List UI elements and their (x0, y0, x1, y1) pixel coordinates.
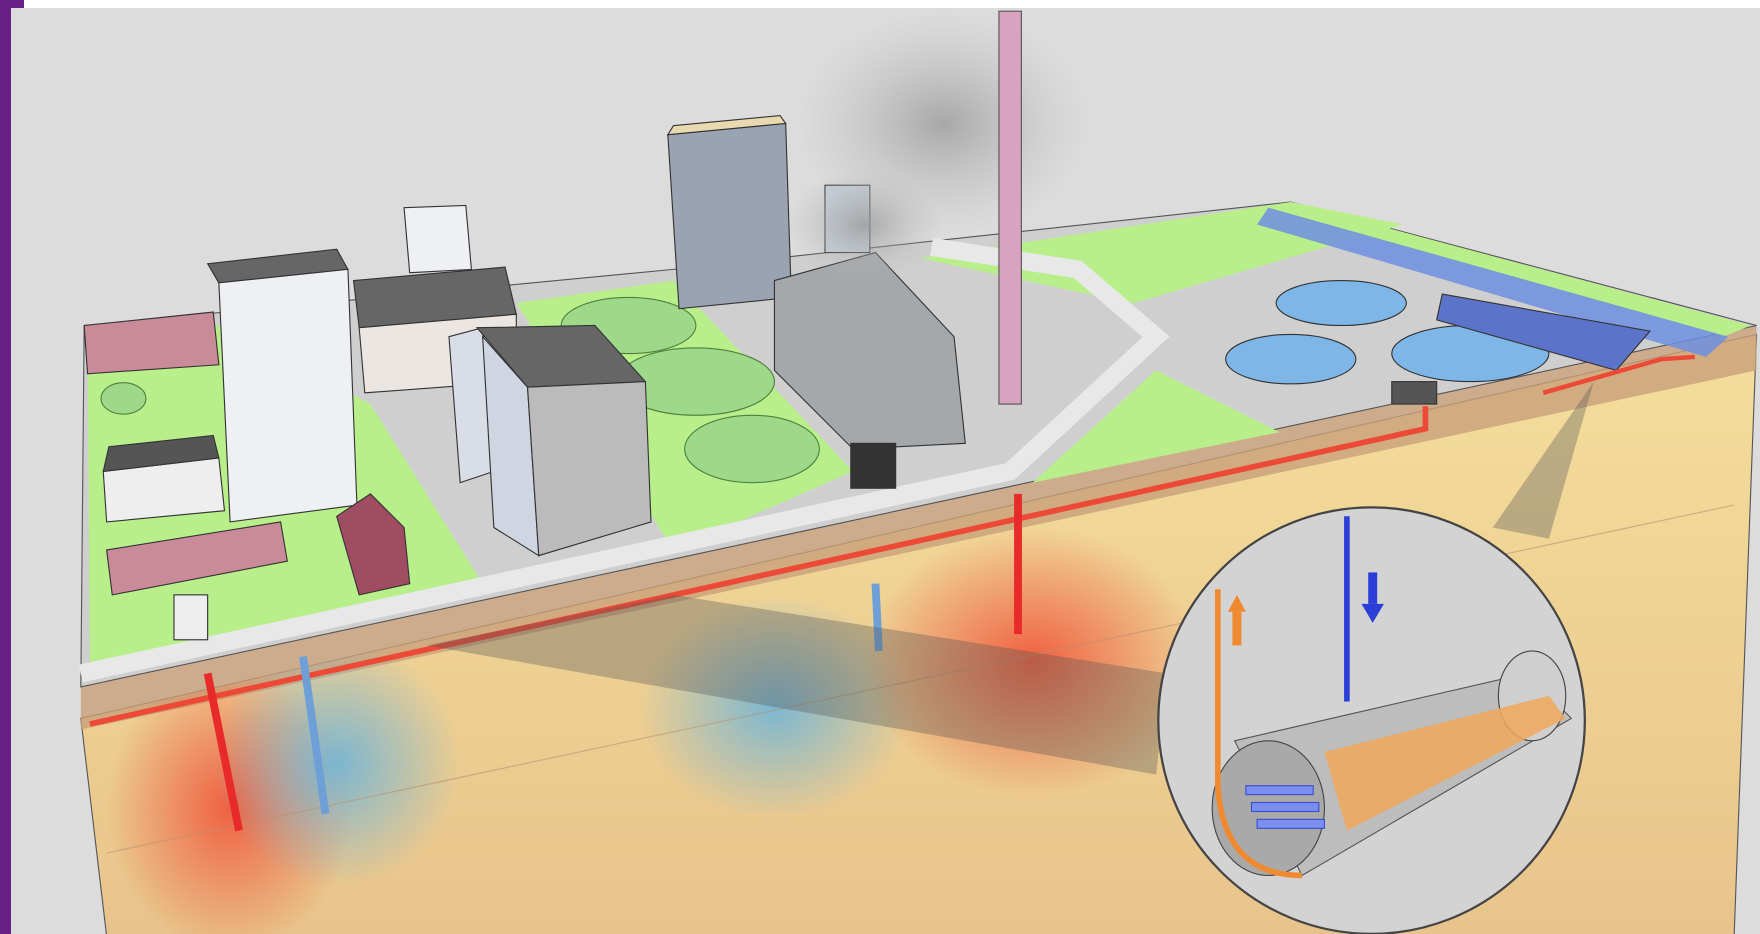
callout-beam (1492, 381, 1594, 539)
well-hot (203, 672, 243, 832)
road (78, 238, 1170, 683)
smoke (785, 168, 943, 281)
well-cold (871, 583, 883, 652)
topsoil-layer (80, 325, 1757, 730)
river (1257, 207, 1729, 357)
callout-beam (426, 594, 1168, 775)
top-strip (0, 0, 1760, 8)
well-cold (299, 656, 330, 815)
heat-zones (106, 504, 1735, 934)
outlet-pipe (1542, 354, 1695, 395)
lens-content (1211, 516, 1573, 879)
trees (100, 296, 820, 484)
main-pipe (89, 406, 1429, 727)
left-bar (0, 0, 11, 934)
chimney (998, 10, 1022, 405)
left-bar-top (0, 0, 24, 8)
lawn-mid (1032, 370, 1280, 483)
scene (78, 10, 1758, 934)
lawn-right (1279, 202, 1751, 337)
